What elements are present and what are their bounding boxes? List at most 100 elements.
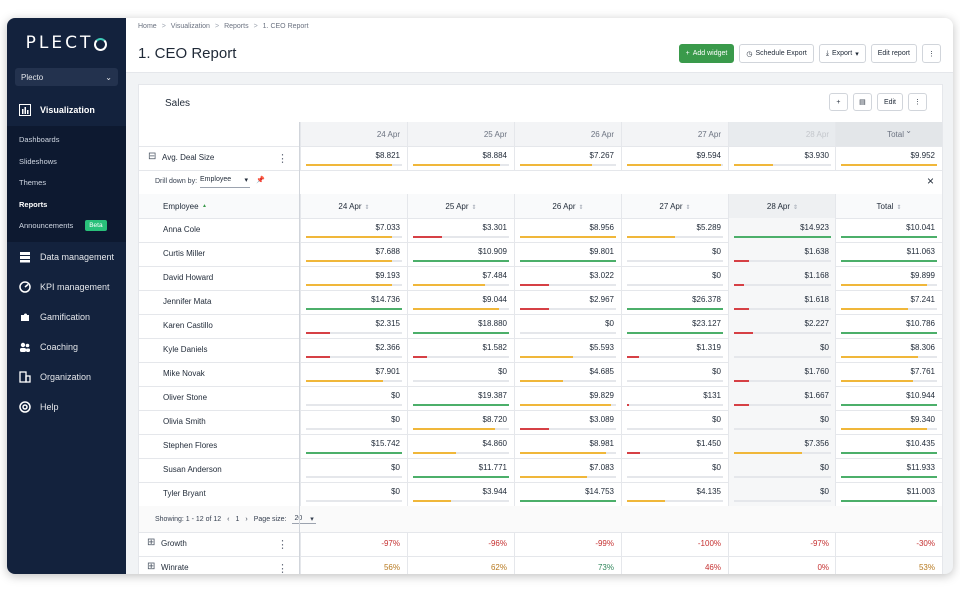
value-cell[interactable]: $7.083 (514, 458, 621, 482)
value-cell[interactable]: $5.289 (621, 218, 728, 242)
value-cell[interactable]: -97% (728, 532, 836, 556)
sidebar-item-visualization[interactable]: Visualization (7, 98, 126, 122)
row-menu-icon[interactable]: ⋮ (277, 153, 288, 165)
value-cell[interactable]: $1.618 (728, 290, 836, 314)
sidebar-item-data-management[interactable]: Data management (7, 242, 126, 272)
value-cell[interactable]: 46% (621, 556, 728, 574)
employee-name[interactable]: Olivia Smith (163, 417, 206, 426)
value-cell[interactable]: $0 (300, 458, 407, 482)
value-cell[interactable]: $9.340 (835, 410, 942, 434)
value-cell[interactable]: $14.753 (514, 482, 621, 506)
value-cell[interactable]: $23.127 (621, 314, 728, 338)
value-cell[interactable]: $0 (728, 458, 836, 482)
value-cell[interactable]: $10.435 (835, 434, 942, 458)
value-cell[interactable]: $4.860 (407, 434, 514, 458)
value-cell[interactable]: $7.267 (514, 146, 621, 170)
value-cell[interactable]: $2.366 (300, 338, 407, 362)
value-cell[interactable]: $9.952 (835, 146, 942, 170)
value-cell[interactable]: $9.899 (835, 266, 942, 290)
employee-name[interactable]: Curtis Miller (163, 249, 206, 258)
row-menu-icon[interactable]: ⋮ (277, 539, 288, 551)
value-cell[interactable]: $4.135 (621, 482, 728, 506)
sidebar-subitem-slideshows[interactable]: Slideshows (7, 151, 126, 173)
value-cell[interactable]: $9.801 (514, 242, 621, 266)
sidebar-item-coaching[interactable]: Coaching (7, 332, 126, 362)
value-cell[interactable]: $0 (300, 482, 407, 506)
breadcrumb-item[interactable]: Reports (224, 23, 249, 30)
value-cell[interactable]: $8.821 (300, 146, 407, 170)
pin-icon[interactable]: 📌 (256, 177, 265, 184)
value-cell[interactable]: $0 (728, 482, 836, 506)
plecto-logo[interactable]: PLECT (7, 18, 126, 62)
add-widget-button[interactable]: + Add widget (678, 44, 735, 63)
close-icon[interactable]: × (926, 174, 934, 188)
value-cell[interactable]: $3.022 (514, 266, 621, 290)
expand-icon[interactable]: ⊞ (147, 537, 156, 548)
page-size-select[interactable]: 20 ▾ (292, 515, 316, 524)
edit-report-button[interactable]: Edit report (870, 44, 917, 63)
value-cell[interactable]: -99% (514, 532, 621, 556)
value-cell[interactable]: $0 (407, 362, 514, 386)
sortable-column-header[interactable]: Total ⇕ (835, 194, 942, 218)
value-cell[interactable]: $3.301 (407, 218, 514, 242)
add-icon[interactable]: + (828, 93, 848, 111)
value-cell[interactable]: $8.306 (835, 338, 942, 362)
collapse-icon[interactable]: ⊟ (148, 151, 157, 162)
sidebar-subitem-dashboards[interactable]: Dashboards (7, 129, 126, 151)
date-column-header[interactable]: 24 Apr (300, 122, 407, 146)
employee-header[interactable]: Employee ▲ (139, 194, 300, 218)
sidebar-item-help[interactable]: Help (7, 392, 126, 422)
drill-down-select[interactable]: Employee ▾ (200, 176, 250, 188)
value-cell[interactable]: $8.981 (514, 434, 621, 458)
value-cell[interactable]: $10.944 (835, 386, 942, 410)
value-cell[interactable]: $8.956 (514, 218, 621, 242)
sidebar-item-organization[interactable]: Organization (7, 362, 126, 392)
value-cell[interactable]: -100% (621, 532, 728, 556)
employee-name[interactable]: Oliver Stone (163, 393, 208, 402)
value-cell[interactable]: $14.923 (728, 218, 836, 242)
breadcrumb-item[interactable]: Home (138, 23, 157, 30)
value-cell[interactable]: $0 (300, 386, 407, 410)
sidebar-subitem-reports[interactable]: Reports (7, 194, 126, 216)
value-cell[interactable]: $3.089 (514, 410, 621, 434)
employee-name[interactable]: Kyle Daniels (163, 345, 208, 354)
date-column-header[interactable]: 27 Apr (621, 122, 728, 146)
employee-name[interactable]: Tyler Bryant (163, 489, 206, 498)
date-column-header[interactable]: 28 Apr (728, 122, 836, 146)
date-column-header[interactable]: 25 Apr (407, 122, 514, 146)
value-cell[interactable]: $7.484 (407, 266, 514, 290)
breadcrumb-item[interactable]: Visualization (170, 23, 210, 30)
value-cell[interactable]: -30% (835, 532, 942, 556)
expand-icon[interactable]: ⊞ (147, 561, 156, 572)
value-cell[interactable]: $0 (728, 338, 836, 362)
sidebar-subitem-announcements[interactable]: Announcements Beta (7, 215, 126, 237)
value-cell[interactable]: -96% (407, 532, 514, 556)
sortable-column-header[interactable]: 24 Apr ⇕ (300, 194, 407, 218)
employee-name[interactable]: Mike Novak (163, 369, 205, 378)
value-cell[interactable]: $1.319 (621, 338, 728, 362)
value-cell[interactable]: $11.933 (835, 458, 942, 482)
value-cell[interactable]: $10.909 (407, 242, 514, 266)
more-options-icon[interactable]: ⋮ (922, 44, 941, 63)
sidebar-item-gamification[interactable]: Gamification (7, 302, 126, 332)
sortable-column-header[interactable]: 25 Apr ⇕ (407, 194, 514, 218)
employee-name[interactable]: David Howard (163, 273, 214, 282)
value-cell[interactable]: $0 (621, 410, 728, 434)
export-button[interactable]: ⤓ Export ▾ (818, 44, 866, 63)
value-cell[interactable]: $9.193 (300, 266, 407, 290)
chevron-left-icon[interactable]: ‹ (227, 516, 230, 523)
value-cell[interactable]: $0 (621, 458, 728, 482)
total-column-header[interactable]: Total ⌄ (835, 122, 942, 146)
value-cell[interactable]: $5.593 (514, 338, 621, 362)
value-cell[interactable]: 0% (728, 556, 836, 574)
value-cell[interactable]: $14.736 (300, 290, 407, 314)
value-cell[interactable]: 56% (300, 556, 407, 574)
value-cell[interactable]: $11.003 (835, 482, 942, 506)
organization-select[interactable]: Plecto ⌄ (15, 68, 118, 86)
row-menu-icon[interactable]: ⋮ (277, 563, 288, 574)
employee-name[interactable]: Stephen Flores (163, 441, 218, 450)
value-cell[interactable]: $18.880 (407, 314, 514, 338)
value-cell[interactable]: $0 (728, 410, 836, 434)
value-cell[interactable]: $0 (621, 266, 728, 290)
value-cell[interactable]: $15.742 (300, 434, 407, 458)
